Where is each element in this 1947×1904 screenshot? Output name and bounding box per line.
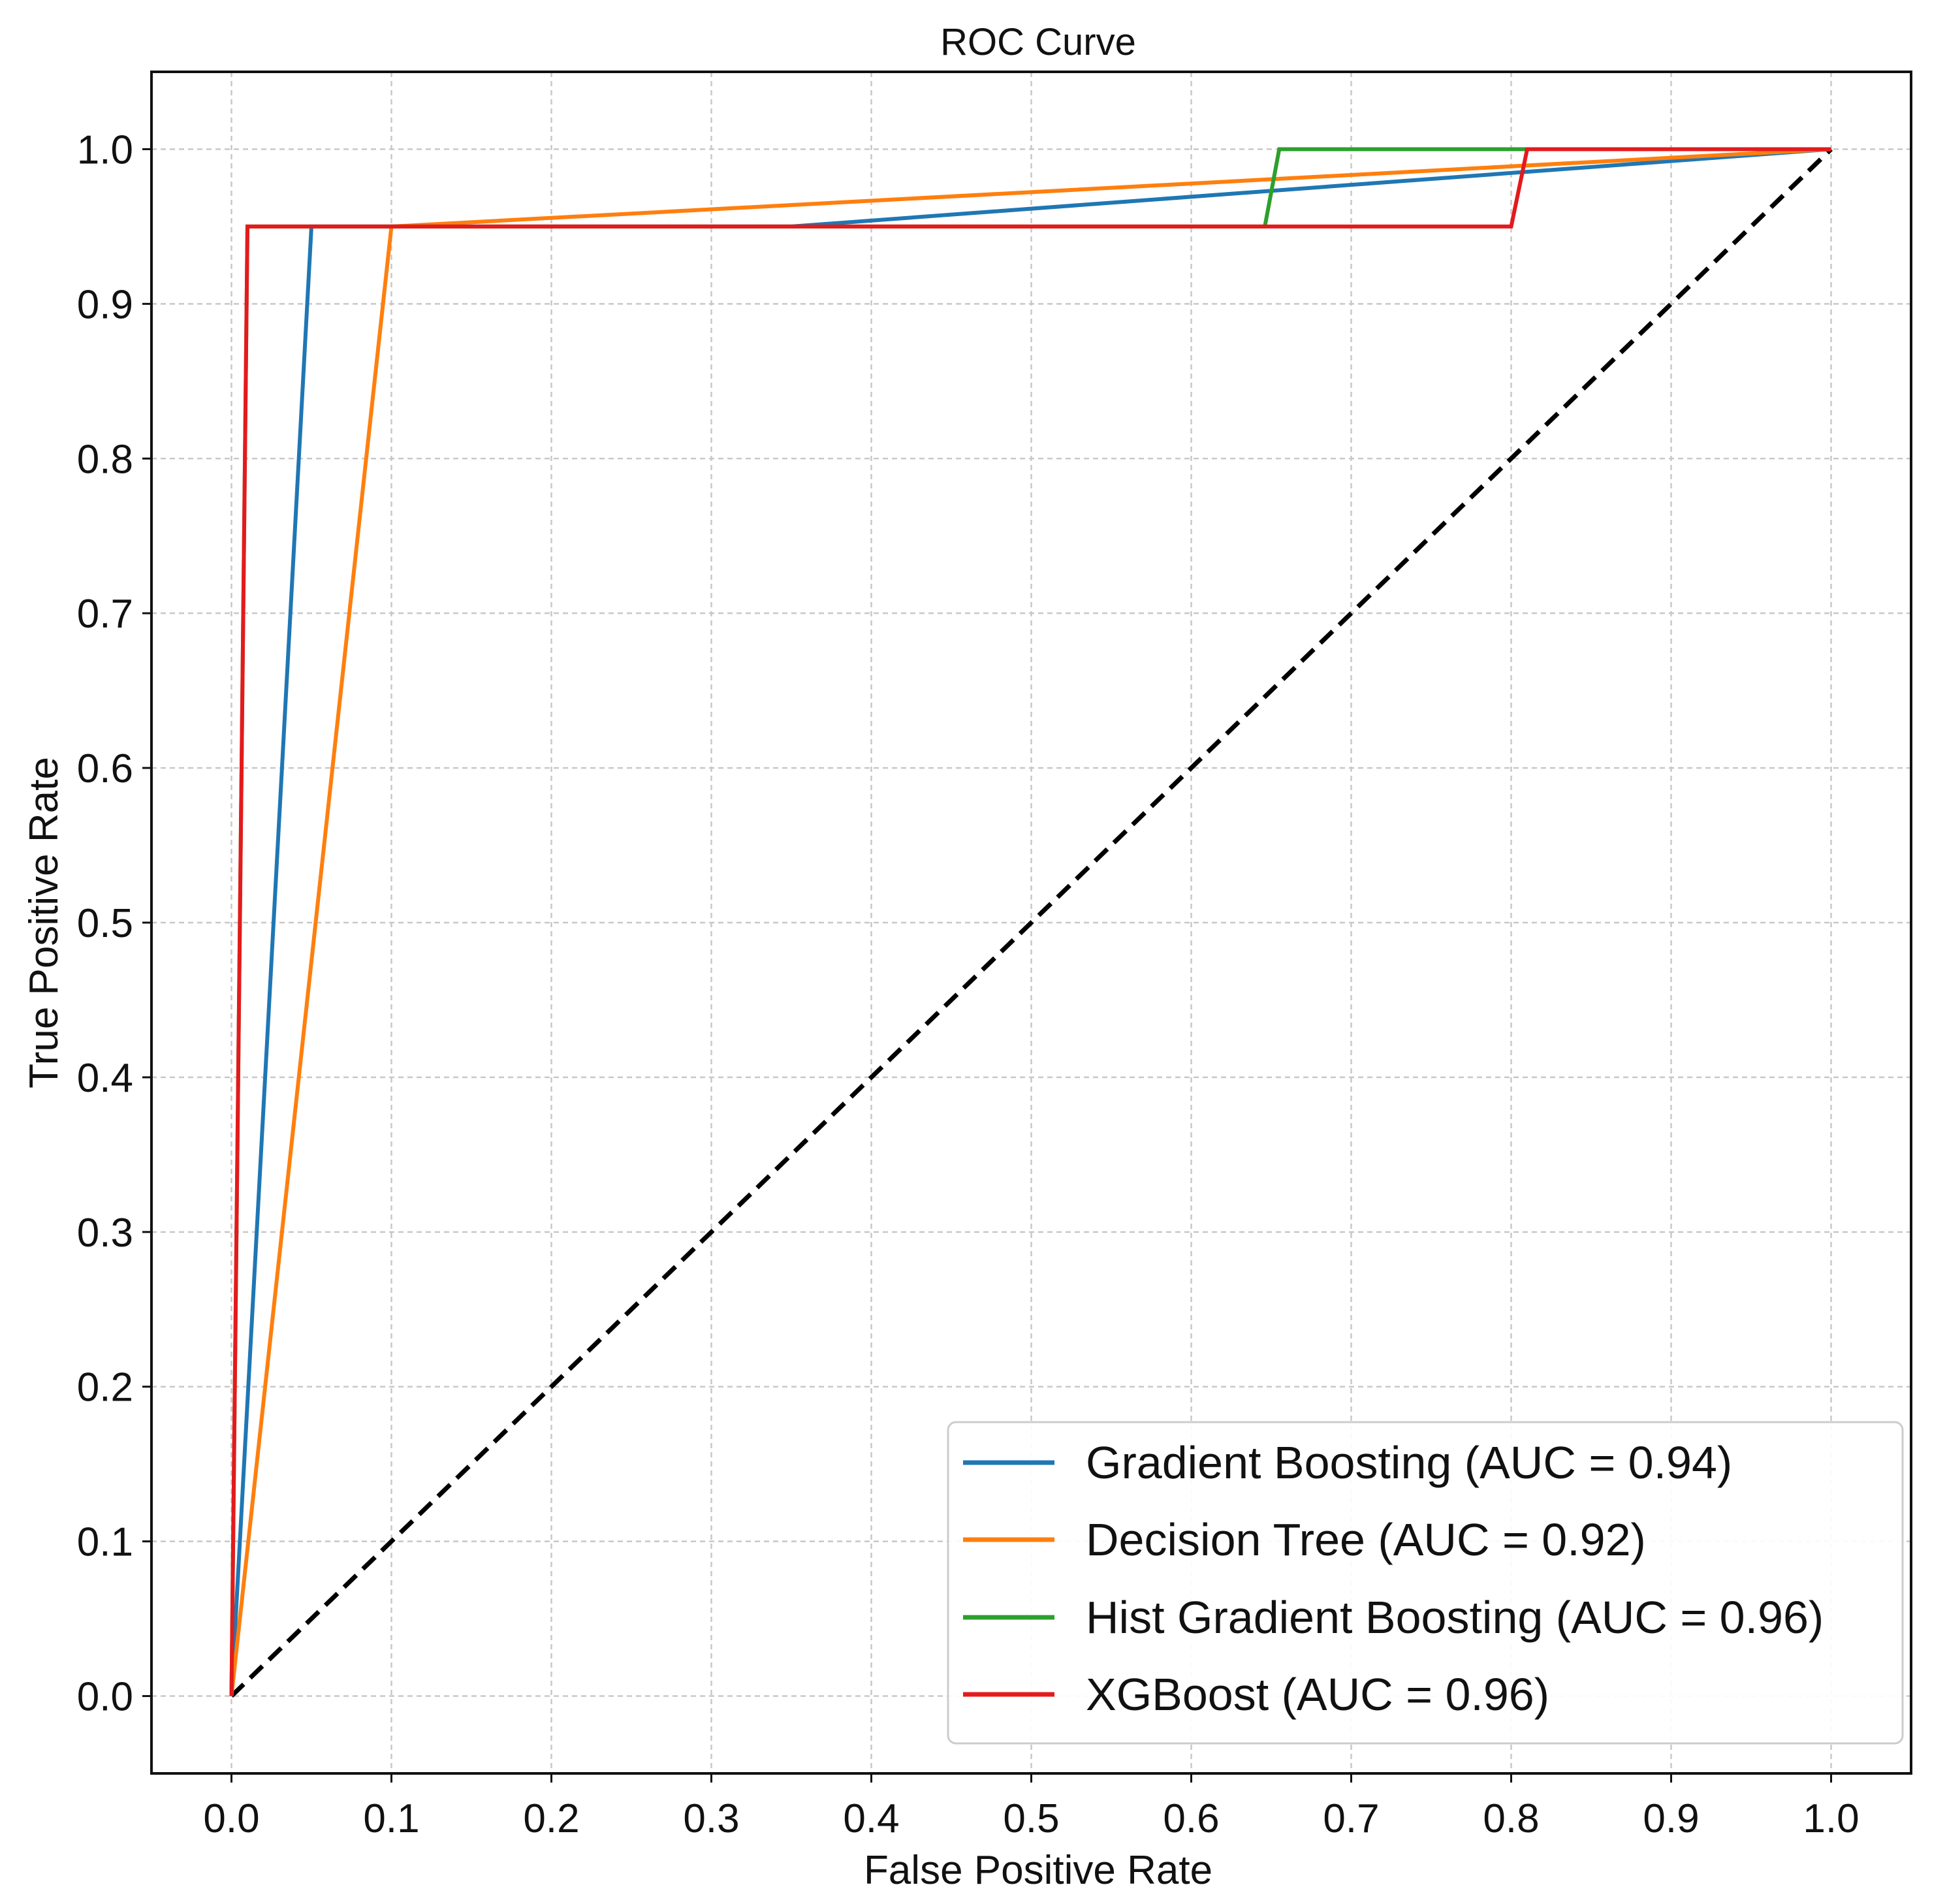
series-layer <box>229 147 1831 1696</box>
y-tick-label: 0.2 <box>77 1365 133 1410</box>
x-tick-label: 0.4 <box>843 1796 899 1841</box>
y-tick-label: 0.0 <box>77 1675 133 1720</box>
y-tick-label: 0.1 <box>77 1520 133 1565</box>
y-tick-label: 0.3 <box>77 1211 133 1256</box>
legend-label-xgboost: XGBoost (AUC = 0.96) <box>1086 1669 1549 1720</box>
x-tick-label: 0.8 <box>1483 1796 1539 1841</box>
reference-layer <box>230 147 1833 1698</box>
legend-label-decision-tree: Decision Tree (AUC = 0.92) <box>1086 1514 1646 1565</box>
x-tick-label: 0.3 <box>683 1796 739 1841</box>
y-tick-label: 0.6 <box>77 746 133 791</box>
y-tick-label: 0.4 <box>77 1056 133 1101</box>
legend-label-hist-gradient-boosting: Hist Gradient Boosting (AUC = 0.96) <box>1086 1592 1824 1643</box>
chance-line <box>230 147 1833 1698</box>
x-tick-label: 0.9 <box>1643 1796 1699 1841</box>
x-axis-ticks: 0.0 0.1 0.2 0.3 0.4 0.5 0.6 0.7 0.8 0.9 1.0 <box>203 1773 1860 1841</box>
x-tick-label: 0.0 <box>203 1796 259 1841</box>
x-tick-label: 0.5 <box>1003 1796 1059 1841</box>
legend-label-gradient-boosting: Gradient Boosting (AUC = 0.94) <box>1086 1437 1732 1488</box>
legend-box <box>947 1421 1904 1745</box>
x-tick-label: 0.6 <box>1163 1796 1219 1841</box>
x-tick-label: 0.1 <box>363 1796 419 1841</box>
y-tick-label: 1.0 <box>77 127 133 172</box>
y-tick-label: 0.9 <box>77 282 133 327</box>
legend: Gradient Boosting (AUC = 0.94) Decision … <box>947 1421 1904 1745</box>
xgboost-line <box>229 147 1831 1696</box>
y-tick-label: 0.8 <box>77 437 133 482</box>
y-tick-label: 0.5 <box>77 901 133 946</box>
x-tick-label: 0.2 <box>523 1796 579 1841</box>
chart-title: ROC Curve <box>940 21 1136 63</box>
y-axis-ticks: 0.0 0.1 0.2 0.3 0.4 0.5 0.6 0.7 0.8 0.9 1.0 <box>77 127 151 1720</box>
x-axis-label: False Positive Rate <box>864 1848 1212 1893</box>
x-tick-label: 0.7 <box>1323 1796 1379 1841</box>
x-tick-label: 1.0 <box>1803 1796 1859 1841</box>
y-axis-label: True Positive Rate <box>22 757 67 1088</box>
y-tick-label: 0.7 <box>77 592 133 637</box>
